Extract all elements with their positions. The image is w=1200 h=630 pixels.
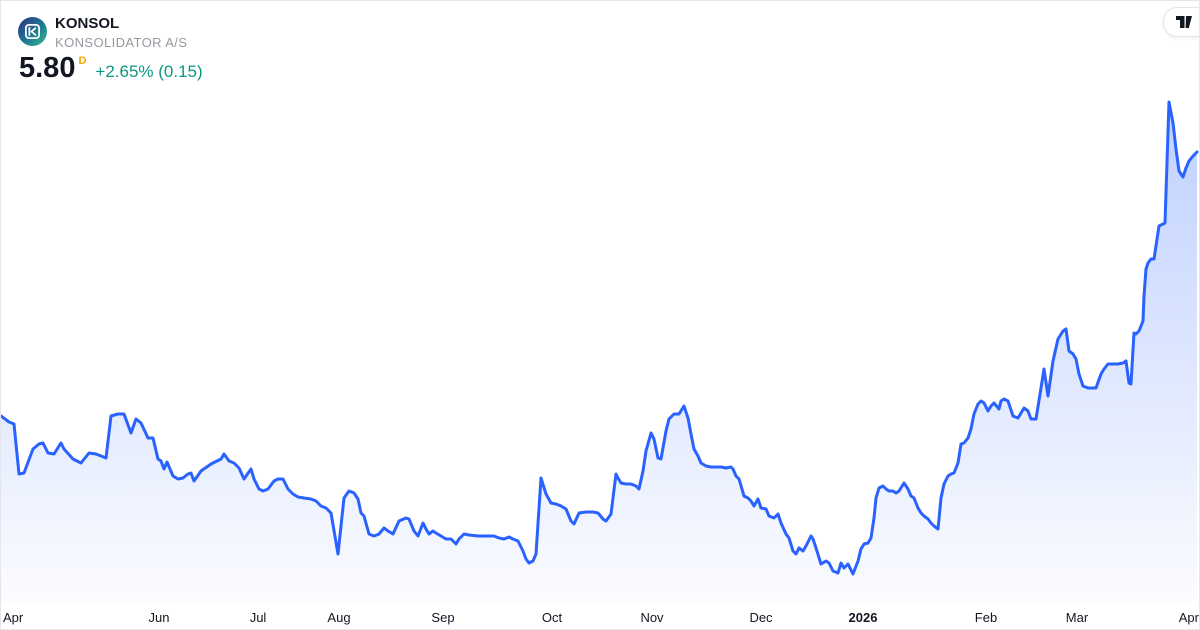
price-row: 5.80 D +2.65% (0.15) <box>19 51 203 85</box>
x-axis-label: Apr <box>3 610 24 625</box>
x-axis-label: Jul <box>249 610 267 625</box>
last-price: 5.80 <box>19 52 76 84</box>
symbol-header[interactable]: KONSOL KONSOLIDATOR A/S <box>18 15 187 52</box>
x-axis-label: Jun <box>148 610 170 625</box>
x-axis: Apr Jun Jul Aug Sep Oct Nov Dec 2026 Feb Mar Apr <box>1 610 1199 628</box>
tradingview-attribution-button[interactable] <box>1163 7 1199 37</box>
price-change: +2.65% (0.15) <box>95 62 203 81</box>
x-axis-label: Aug <box>327 610 351 625</box>
price-line <box>1 100 1199 576</box>
x-axis-label: Nov <box>640 610 664 625</box>
x-axis-label: Dec <box>749 610 773 625</box>
konsolidator-logo-icon <box>18 17 47 46</box>
company-name: KONSOLIDATOR A/S <box>55 35 188 50</box>
x-axis-label: Sep <box>431 610 455 625</box>
tradingview-logo-icon <box>1175 16 1192 28</box>
symbol-name: KONSOL <box>55 15 120 32</box>
x-axis-label: Mar <box>1065 610 1089 625</box>
x-axis-label: Oct <box>541 610 563 625</box>
delayed-data-flag: D <box>78 55 87 67</box>
x-axis-label: Apr <box>1178 610 1199 625</box>
x-axis-label: Feb <box>974 610 998 625</box>
x-axis-label: 2026 <box>848 610 878 625</box>
chart-area-fill <box>1 102 1197 602</box>
